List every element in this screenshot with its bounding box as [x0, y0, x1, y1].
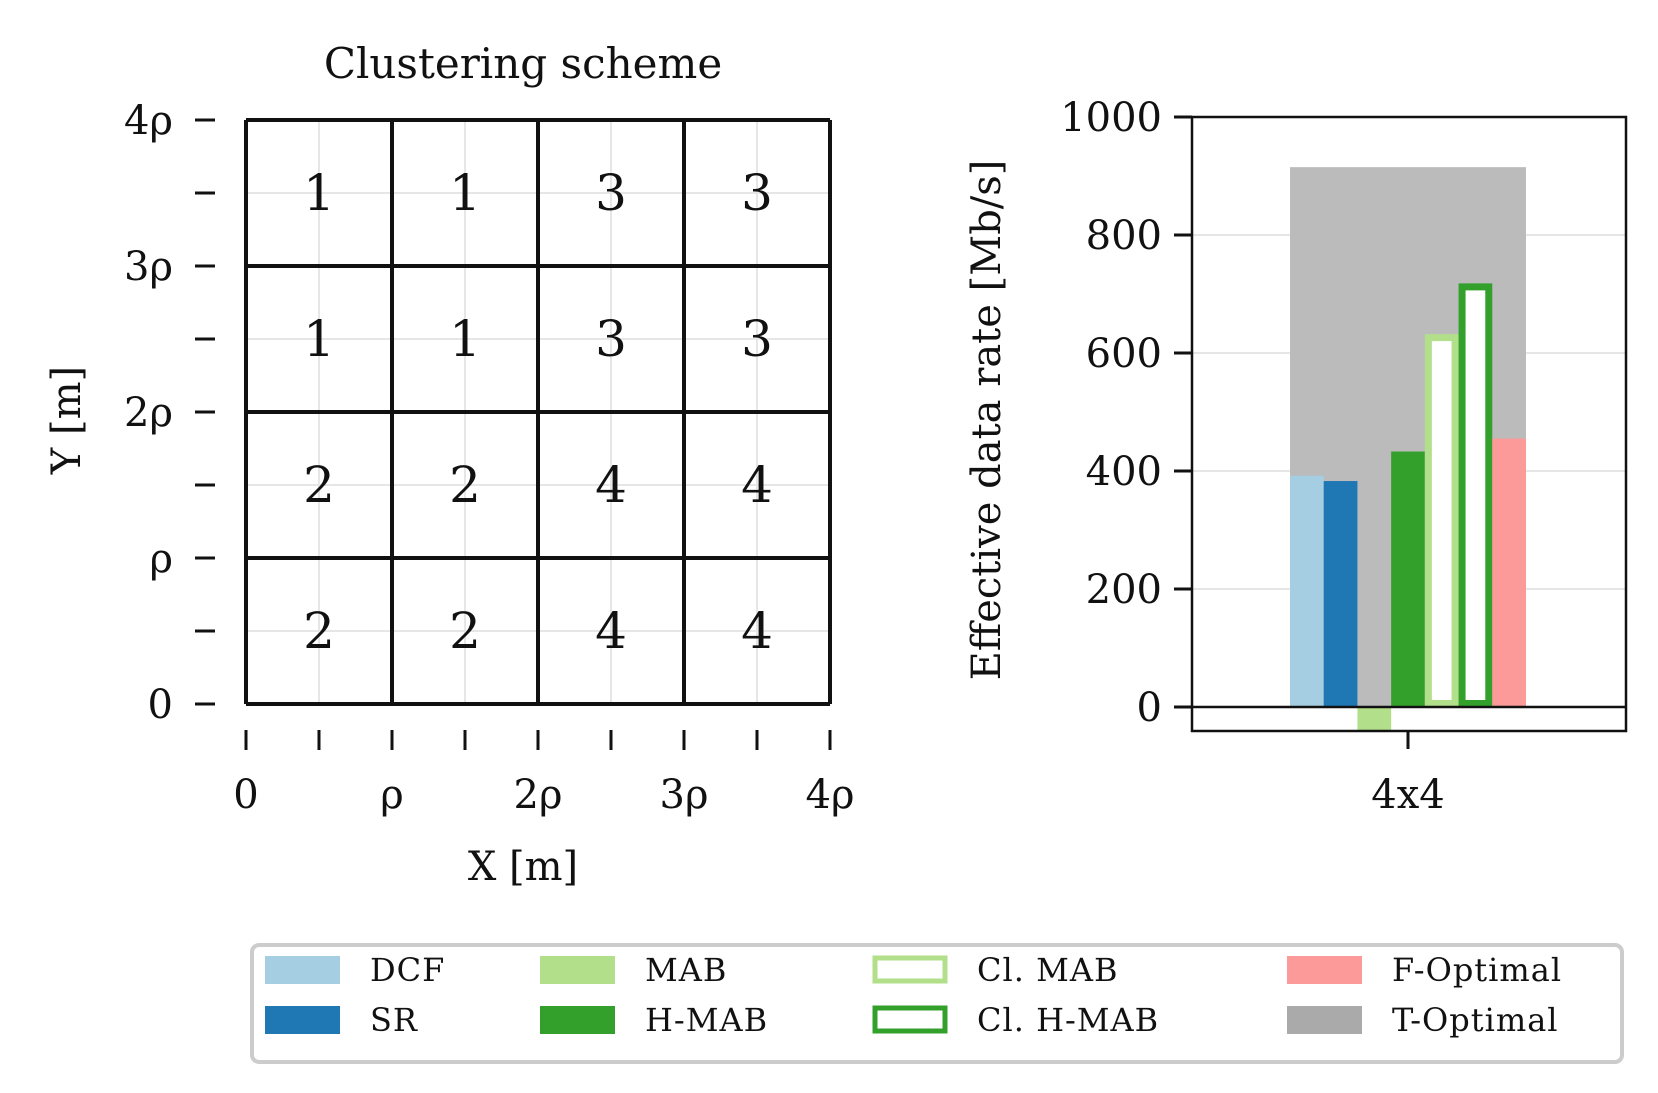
bar-y-axis-title: Effective data rate [Mb/s]	[964, 160, 1010, 681]
x-tick-label: 3ρ	[660, 772, 709, 818]
legend-sr-label: SR	[370, 1001, 418, 1039]
cluster-cell-label: 3	[741, 310, 773, 368]
cluster-cell-label: 1	[303, 164, 335, 222]
legend-cl-h-mab-label: Cl. H-MAB	[977, 1001, 1159, 1039]
y-tick-label: 4ρ	[124, 98, 173, 144]
legend-mab: MAB	[540, 951, 727, 989]
legend-cl-mab: Cl. MAB	[872, 951, 1118, 989]
y-tick-label: ρ	[149, 536, 173, 582]
bar-cl-mab	[1424, 334, 1459, 707]
bar-sr	[1323, 481, 1358, 707]
bar-mab	[1357, 707, 1392, 731]
y-axis-ticks: 0 ρ 2ρ 3ρ 4ρ	[124, 98, 215, 728]
bar-cl-h-mab	[1458, 283, 1493, 707]
legend-cl-mab-swatch	[872, 955, 948, 984]
legend-h-mab-swatch	[540, 1006, 615, 1034]
cluster-cell-label: 2	[449, 602, 481, 660]
cluster-cell-label: 2	[449, 456, 481, 514]
cluster-cell-label: 1	[449, 164, 481, 222]
legend-cl-h-mab-swatch	[872, 1005, 948, 1034]
x-tick-label: 2ρ	[514, 772, 563, 818]
cluster-cell-label: 1	[303, 310, 335, 368]
x-axis-ticks: 0 ρ 2ρ 3ρ 4ρ	[233, 730, 854, 818]
legend-h-mab: H-MAB	[540, 1001, 768, 1039]
bar-marks	[1290, 167, 1526, 731]
cluster-cell-label: 1	[449, 310, 481, 368]
cluster-cell-label: 4	[741, 456, 773, 514]
data-rate-bar-panel: 0 200 400 600 800 1000 4x4 Effective data rat…	[964, 95, 1628, 818]
cluster-cell-label: 4	[741, 602, 773, 660]
x-axis-title: X [m]	[468, 844, 578, 890]
bar-y-tick-label: 400	[1086, 449, 1162, 495]
clustering-scheme-panel: Clustering scheme 1 1 3 3 1 1 3 3 2 2 4 4 2 2 4 4 0 ρ 2ρ 3…	[44, 39, 854, 890]
x-tick-label: ρ	[380, 772, 404, 818]
cluster-cell-label: 4	[595, 602, 627, 660]
y-tick-label: 0	[148, 682, 173, 728]
legend-t-optimal: T-Optimal	[1287, 1001, 1559, 1039]
legend-entries: DCF SR MAB H-MAB Cl. MAB Cl. H-MAB F-Optimal T-…	[265, 951, 1562, 1039]
clustering-title: Clustering scheme	[324, 39, 722, 88]
legend-t-optimal-label: T-Optimal	[1392, 1001, 1559, 1039]
legend-t-optimal-swatch	[1287, 1006, 1362, 1034]
grid-cell-labels: 1 1 3 3 1 1 3 3 2 2 4 4 2 2 4 4	[303, 164, 773, 660]
bar-y-tick-label: 1000	[1060, 95, 1162, 141]
bar-y-tick-label: 200	[1086, 567, 1162, 613]
cluster-cell-label: 3	[595, 310, 627, 368]
legend-f-optimal-label: F-Optimal	[1392, 951, 1562, 989]
cluster-cell-label: 2	[303, 602, 335, 660]
cluster-cell-label: 3	[595, 164, 627, 222]
bar-x-tick-label: 4x4	[1371, 772, 1444, 818]
x-tick-label: 4ρ	[806, 772, 855, 818]
legend-dcf-label: DCF	[370, 951, 445, 989]
bar-h-mab	[1391, 451, 1425, 707]
cluster-cell-label: 4	[595, 456, 627, 514]
legend-sr: SR	[265, 1001, 418, 1039]
bar-dcf	[1290, 475, 1324, 707]
bar-y-tick-label: 600	[1086, 331, 1162, 377]
bar-y-tick-label: 0	[1137, 685, 1162, 731]
legend-f-optimal-swatch	[1287, 956, 1362, 984]
legend-dcf: DCF	[265, 951, 445, 989]
bar-y-ticks: 0 200 400 600 800 1000	[1060, 95, 1192, 731]
bar-y-tick-label: 800	[1086, 213, 1162, 259]
bar-f-optimal	[1492, 438, 1526, 707]
legend-f-optimal: F-Optimal	[1287, 951, 1562, 989]
legend-mab-swatch	[540, 956, 615, 984]
cluster-cell-label: 2	[303, 456, 335, 514]
cluster-cell-label: 3	[741, 164, 773, 222]
legend-cl-mab-label: Cl. MAB	[977, 951, 1118, 989]
legend-sr-swatch	[265, 1006, 340, 1034]
y-tick-label: 2ρ	[124, 390, 173, 436]
legend-h-mab-label: H-MAB	[645, 1001, 768, 1039]
y-tick-label: 3ρ	[124, 244, 173, 290]
legend-dcf-swatch	[265, 956, 340, 984]
bar-x-ticks: 4x4	[1371, 731, 1445, 818]
grid-cluster-lines	[244, 118, 832, 706]
legend-cl-h-mab: Cl. H-MAB	[872, 1001, 1159, 1039]
x-tick-label: 0	[233, 772, 258, 818]
legend-mab-label: MAB	[645, 951, 727, 989]
legend: DCF SR MAB H-MAB Cl. MAB Cl. H-MAB F-Optimal T-…	[250, 943, 1624, 1064]
y-axis-title: Y [m]	[44, 366, 90, 475]
